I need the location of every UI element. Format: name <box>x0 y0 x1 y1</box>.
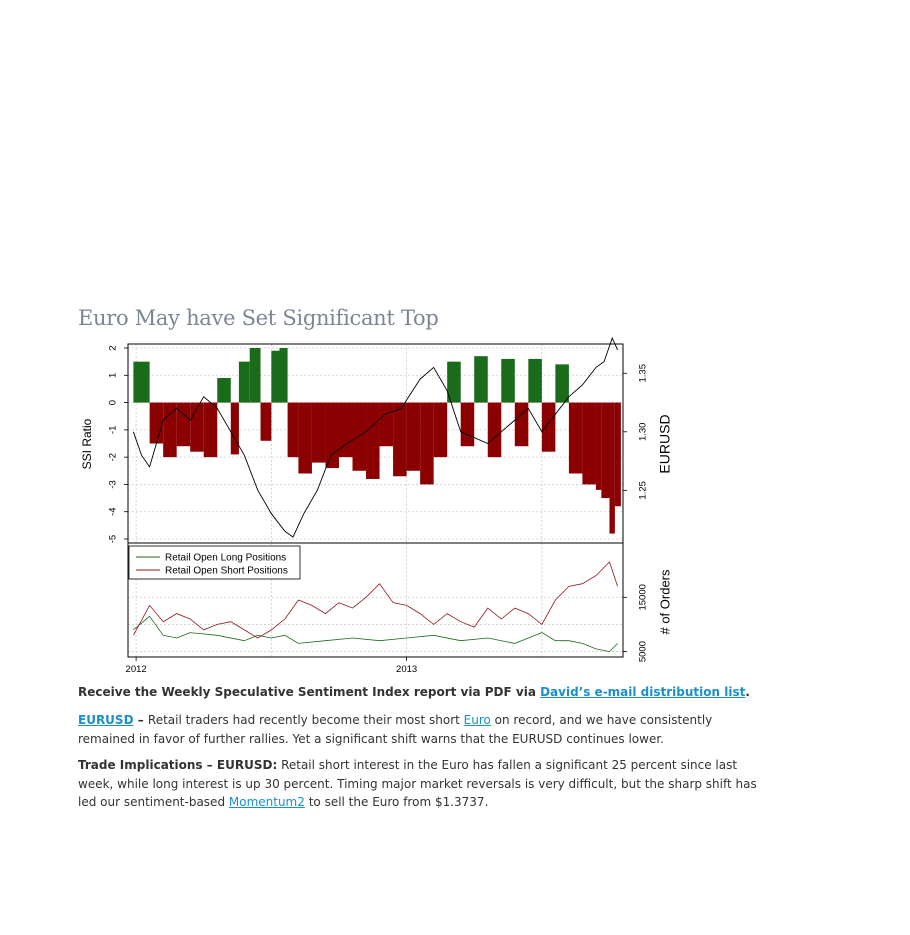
ssi-bar <box>433 402 448 458</box>
tick-label-orders: 15000 <box>638 584 649 610</box>
receive-text: Receive the Weekly Speculative Sentiment… <box>78 685 541 699</box>
ssi-bar <box>249 348 261 403</box>
ssi-bar <box>366 402 380 479</box>
tick-label-left: -4 <box>108 507 119 515</box>
ssi-bar <box>582 402 596 485</box>
tick-label-left: 1 <box>108 373 119 378</box>
ssi-bar <box>338 402 353 458</box>
receive-suffix: . <box>745 685 750 699</box>
bottom-panel-grid <box>128 543 623 657</box>
ssi-bar <box>393 402 407 477</box>
ssi-bars <box>133 348 621 534</box>
tick-label-right: 1.35 <box>638 364 649 383</box>
ssi-bar <box>501 358 515 403</box>
legend-entry: Retail Open Long Positions <box>165 553 286 564</box>
ssi-bar <box>474 356 488 403</box>
momentum2-link[interactable]: Momentum2 <box>228 795 305 809</box>
ssi-bar <box>163 402 177 458</box>
ssi-bar <box>609 402 615 534</box>
ssi-bar <box>528 358 542 403</box>
ssi-bar <box>238 361 250 403</box>
ssi-bar <box>601 402 610 499</box>
ssi-bar <box>406 402 421 471</box>
orders-axis-label: # of Orders <box>657 569 672 635</box>
tick-label-left: -3 <box>108 480 119 488</box>
tick-label-x: 2012 <box>126 664 147 675</box>
chart-frame <box>127 343 624 658</box>
long-positions-line <box>133 615 618 653</box>
eurusd-text-a: Retail traders had recently become their… <box>147 713 464 727</box>
ssi-bar <box>460 402 475 447</box>
eurusd-line <box>132 336 619 538</box>
chart-legend: Retail Open Long Positions Retail Open Sh… <box>128 545 301 580</box>
ssi-bar <box>541 402 556 452</box>
ssi-bar <box>595 402 602 490</box>
bottom-panel-frame <box>127 542 624 658</box>
eurusd-axis-label: EURUSD <box>657 414 673 473</box>
distribution-list-link[interactable]: David’s e-mail distribution list <box>540 685 746 699</box>
trade-implications-paragraph: Trade Implications – EURUSD: Retail shor… <box>78 756 768 812</box>
trade-text-b: to sell the Euro from $1.3737. <box>304 795 489 809</box>
chart-lines <box>132 336 619 653</box>
tick-label-left: 2 <box>108 345 119 350</box>
trade-text-a: Retail short interest in the Euro has fa… <box>78 758 757 809</box>
short-positions-line <box>133 561 618 639</box>
ssi-bar <box>447 361 461 403</box>
tick-label-left: 0 <box>108 400 119 405</box>
legend-entry: Retail Open Short Positions <box>165 566 288 577</box>
ssi-bar <box>217 378 231 403</box>
ssi-ratio-axis-label: SSI Ratio <box>80 418 94 469</box>
euro-link[interactable]: Euro <box>463 713 491 727</box>
ssi-bar <box>271 350 280 403</box>
tick-label-x: 2013 <box>396 664 417 675</box>
chart-axes: 2 1 0 -1 -2 -3 -4 -5 1.25 1.30 1.35 5000 15000 2012 20… <box>80 345 673 675</box>
tick-label-orders: 5000 <box>638 641 649 662</box>
ssi-bar <box>352 402 367 471</box>
eurusd-dash: – <box>133 713 148 727</box>
tick-label-left: -5 <box>108 535 119 543</box>
trade-implications-label: Trade Implications – EURUSD: <box>78 758 278 772</box>
ssi-bar <box>379 402 394 447</box>
ssi-bar <box>230 402 239 455</box>
article-title: Euro May have Set Significant Top <box>78 306 439 330</box>
eurusd-link[interactable]: EURUSD <box>78 713 134 727</box>
ssi-bar <box>487 402 502 458</box>
ssi-bar <box>298 402 312 474</box>
ssi-bar <box>133 361 150 403</box>
eurusd-text-b: on record, and we have consistently rema… <box>78 713 713 746</box>
ssi-bar <box>279 348 288 403</box>
ssi-bar <box>325 402 339 469</box>
ssi-bar <box>176 402 191 447</box>
legend-box <box>128 545 301 580</box>
tick-label-left: -2 <box>108 453 119 461</box>
ssi-bar <box>555 364 569 403</box>
tick-label-right: 1.30 <box>638 423 649 442</box>
tick-label-left: -1 <box>108 426 119 434</box>
ssi-bar <box>568 402 583 474</box>
ssi-bar <box>287 402 299 458</box>
ssi-bar <box>420 402 434 485</box>
ssi-bar <box>311 402 326 463</box>
ssi-bar <box>203 402 218 458</box>
ssi-bar <box>260 402 272 441</box>
tick-label-right: 1.25 <box>638 481 649 500</box>
ssi-bar <box>514 402 529 447</box>
eurusd-paragraph: EURUSD – Retail traders had recently bec… <box>78 711 768 748</box>
ssi-bar <box>190 402 204 452</box>
ssi-bar <box>149 402 164 444</box>
receive-paragraph: Receive the Weekly Speculative Sentiment… <box>78 683 768 702</box>
ssi-bar <box>614 402 621 507</box>
